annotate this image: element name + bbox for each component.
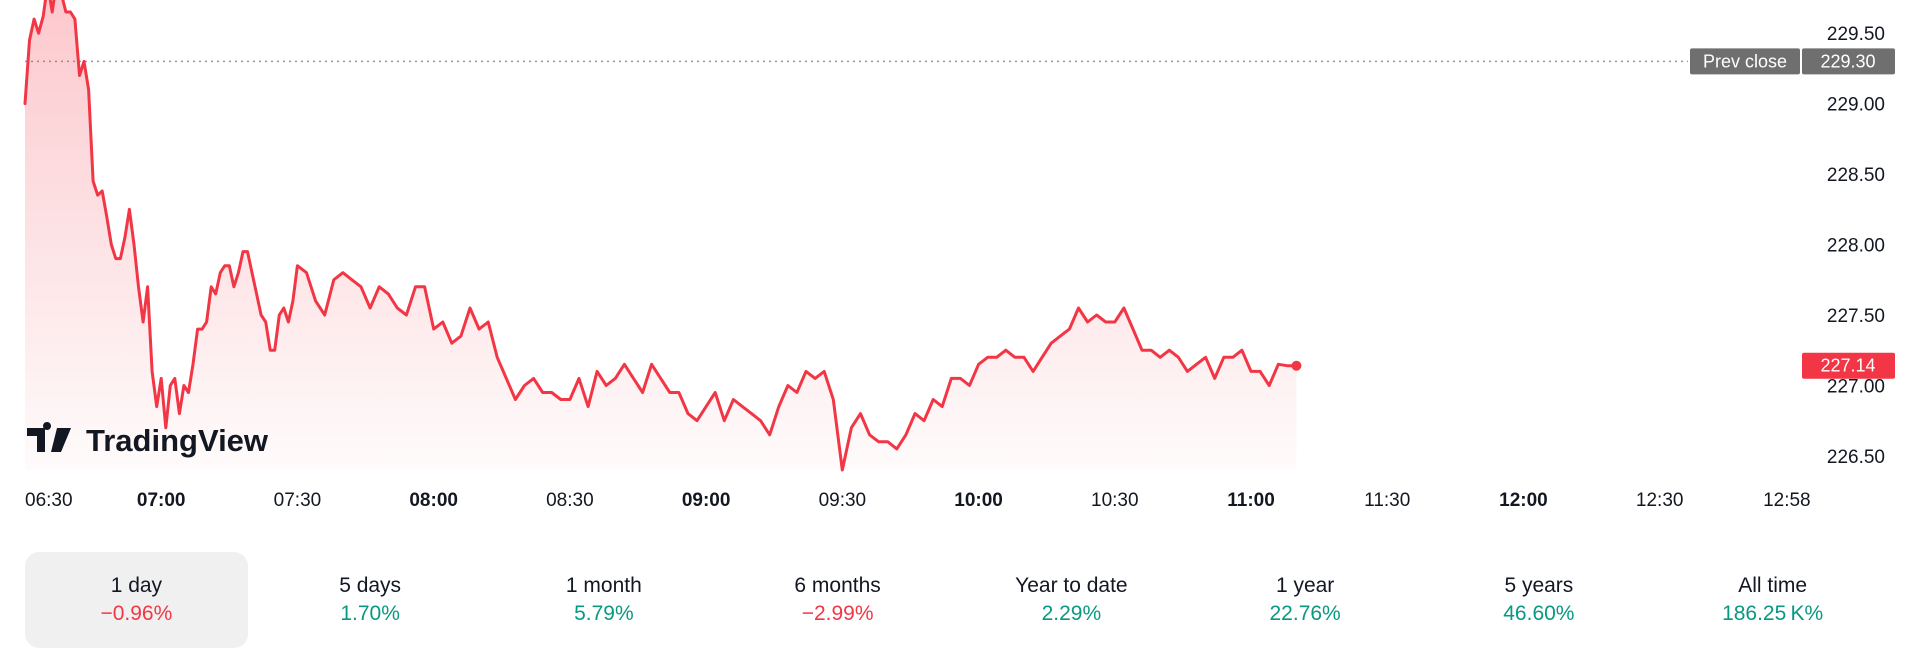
price-chart[interactable]: 229.50 229.00 228.50 228.00 227.50 227.0… [0, 0, 1920, 520]
x-tick-label: 11:30 [1364, 490, 1410, 511]
period-change: −2.99% [801, 602, 874, 625]
period-change: 5.79% [574, 602, 634, 625]
period-label: Year to date [1015, 574, 1128, 597]
period-label: 5 days [339, 574, 402, 597]
period-1-year[interactable]: 1 year 22.76% [1194, 552, 1417, 648]
period-change: 46.60% [1503, 602, 1575, 625]
prev-close-value-badge [1802, 48, 1895, 75]
last-price-badge [1802, 352, 1895, 379]
period-label: 6 months [794, 574, 881, 597]
period-5-days[interactable]: 5 days 1.70% [259, 552, 482, 648]
prev-close-label: Prev close [1703, 51, 1787, 71]
x-tick-label: 06:30 [25, 490, 73, 511]
x-tick-label: 09:30 [819, 490, 867, 511]
price-line [23, 0, 1298, 472]
prev-close-label-badge [1690, 48, 1800, 75]
period-label: 1 day [110, 574, 163, 597]
period-change: 2.29% [1041, 602, 1102, 625]
x-tick-label: 10:00 [954, 490, 1003, 511]
tradingview-watermark: TradingView [27, 422, 269, 458]
period-1-month[interactable]: 1 month 5.79% [493, 552, 716, 648]
x-tick-label: 12:58 [1763, 490, 1811, 511]
period-selector: 1 day −0.96% 5 days 1.70% 1 month 5.79% … [25, 552, 1895, 648]
prev-close-tag: Prev close 229.30 [1690, 48, 1895, 75]
tradingview-logo-icon [27, 422, 71, 452]
y-tick-label: 228.50 [1827, 165, 1885, 186]
x-tick-label: 07:00 [137, 490, 186, 511]
period-change: 22.76% [1269, 602, 1341, 625]
y-tick-label: 229.00 [1827, 95, 1885, 116]
y-tick-label: 227.50 [1827, 306, 1885, 327]
period-5-years[interactable]: 5 years 46.60% [1428, 552, 1651, 648]
period-6-months[interactable]: 6 months −2.99% [726, 552, 949, 648]
period-year-to-date[interactable]: Year to date 2.29% [960, 552, 1183, 648]
x-tick-label: 09:00 [682, 490, 731, 511]
last-price-dot [1291, 360, 1302, 371]
x-tick-label: 07:30 [274, 490, 322, 511]
tradingview-wordmark: TradingView [86, 423, 269, 458]
period-change: 1.70% [340, 602, 400, 625]
y-tick-label: 227.00 [1827, 376, 1885, 397]
period-change: −0.96% [100, 602, 173, 625]
period-all-time[interactable]: All time 186.25 K% [1661, 552, 1884, 648]
x-tick-label: 08:30 [546, 490, 594, 511]
x-tick-label: 11:00 [1227, 490, 1275, 511]
y-tick-label: 226.50 [1827, 447, 1885, 468]
period-label: 1 month [565, 574, 642, 597]
x-tick-label: 10:30 [1091, 490, 1139, 511]
price-area-fill [25, 0, 1297, 470]
period-label: 5 years [1504, 574, 1574, 597]
period-change: 186.25 K% [1722, 602, 1824, 625]
x-tick-label: 08:00 [409, 490, 458, 511]
time-axis: 06:30 07:00 07:30 08:00 08:30 09:00 09:30 10:00… [25, 490, 1811, 511]
period-1-day[interactable]: 1 day −0.96% [25, 552, 248, 648]
y-tick-label: 229.50 [1827, 24, 1885, 45]
last-price-value: 227.14 [1820, 356, 1875, 376]
period-label: 1 year [1275, 574, 1335, 597]
last-price-tag: 227.14 [1802, 352, 1895, 379]
prev-close-value: 229.30 [1820, 51, 1875, 71]
period-label: All time [1738, 574, 1808, 597]
x-tick-label: 12:00 [1499, 490, 1548, 511]
x-tick-label: 12:30 [1636, 490, 1684, 511]
y-tick-label: 228.00 [1827, 236, 1885, 257]
y-axis-labels: 229.50 229.00 228.50 228.00 227.50 227.0… [1827, 24, 1885, 468]
